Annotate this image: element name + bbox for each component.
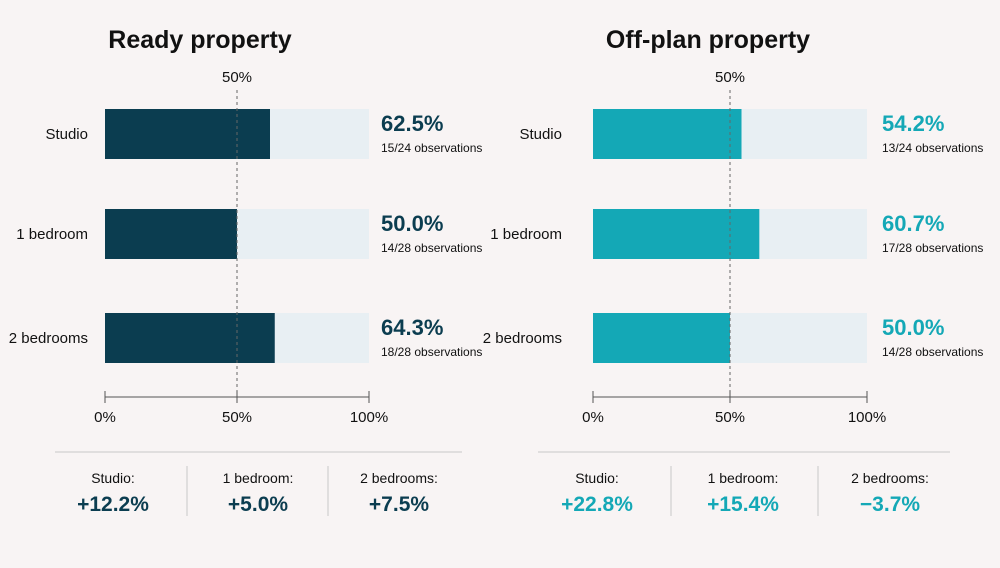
change-label: Studio: [91, 470, 135, 486]
x-tick-label: 50% [715, 409, 745, 426]
change-value: +5.0% [228, 493, 288, 516]
change-value: +12.2% [77, 493, 149, 516]
data-label: 62.5% [381, 111, 443, 136]
change-label: 1 bedroom: [708, 470, 779, 486]
x-tick-label: 100% [350, 409, 388, 426]
category-label: 1 bedroom [16, 226, 88, 243]
chart-title: Ready property [108, 26, 291, 54]
change-label: 2 bedrooms: [851, 470, 929, 486]
change-label: 2 bedrooms: [360, 470, 438, 486]
x-tick-label: 0% [582, 409, 604, 426]
category-label: Studio [45, 126, 88, 143]
bar [105, 109, 270, 159]
data-label: 50.0% [381, 211, 443, 236]
data-label: 50.0% [882, 315, 944, 340]
data-label: 64.3% [381, 315, 443, 340]
bar [105, 313, 275, 363]
x-tick-label: 0% [94, 409, 116, 426]
chart-title: Off-plan property [606, 26, 810, 54]
x-tick-label: 50% [222, 409, 252, 426]
change-value: −3.7% [860, 493, 920, 516]
observations-label: 15/24 observations [381, 141, 482, 155]
reference-line-label: 50% [715, 69, 745, 86]
observations-label: 17/28 observations [882, 241, 983, 255]
change-value: +15.4% [707, 493, 779, 516]
category-label: Studio [519, 126, 562, 143]
observations-label: 18/28 observations [381, 345, 482, 359]
bar [593, 209, 760, 259]
bar [105, 209, 237, 259]
change-label: Studio: [575, 470, 619, 486]
data-label: 60.7% [882, 211, 944, 236]
x-tick-label: 100% [848, 409, 886, 426]
change-value: +22.8% [561, 493, 633, 516]
bar [593, 313, 730, 363]
data-label: 54.2% [882, 111, 944, 136]
reference-line-label: 50% [222, 69, 252, 86]
observations-label: 14/28 observations [882, 345, 983, 359]
observations-label: 13/24 observations [882, 141, 983, 155]
category-label: 2 bedrooms [483, 330, 562, 347]
category-label: 1 bedroom [490, 226, 562, 243]
change-label: 1 bedroom: [223, 470, 294, 486]
category-label: 2 bedrooms [9, 330, 88, 347]
change-value: +7.5% [369, 493, 429, 516]
bar [593, 109, 742, 159]
observations-label: 14/28 observations [381, 241, 482, 255]
